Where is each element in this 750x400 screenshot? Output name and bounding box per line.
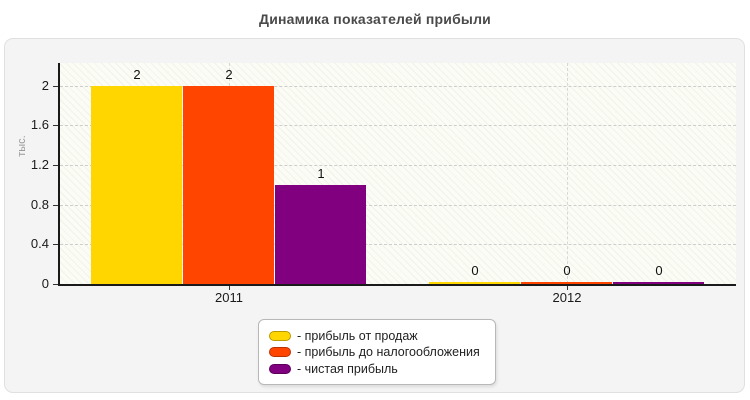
legend-swatch <box>269 363 291 374</box>
gridline-vertical <box>567 63 568 284</box>
x-tick-label: 2012 <box>552 290 582 305</box>
legend-item: - прибыль от продаж <box>269 328 485 343</box>
legend-label: - прибыль до налогообложения <box>297 345 480 359</box>
gridline-horizontal <box>60 204 736 206</box>
y-axis-line <box>58 63 60 286</box>
plot-area: 2 2 1 0 0 0 <box>60 63 736 284</box>
legend-item: - прибыль до налогообложения <box>269 345 485 360</box>
gridline-horizontal <box>60 165 736 167</box>
legend-label: - прибыль от продаж <box>297 328 418 343</box>
x-tick-mark <box>229 286 230 290</box>
y-tick-mark <box>53 85 58 87</box>
bar-value-label: 2 <box>133 67 141 82</box>
chart-panel: тыс. 2 2 1 0 0 0 0 0.4 0.8 1.2 1.6 2 2011 2012 - пр… <box>4 38 745 393</box>
y-tick-mark <box>53 284 58 285</box>
y-axis-title: тыс. <box>16 135 28 157</box>
y-tick-label: 0 <box>41 276 49 291</box>
bar-2011-2 <box>183 86 274 284</box>
bar-2012-2 <box>521 282 612 284</box>
legend-swatch <box>269 347 291 357</box>
bar-2011-3 <box>275 185 366 284</box>
bar-value-label: 1 <box>317 166 325 181</box>
bar-2011-1 <box>91 86 182 284</box>
bar-value-label: 0 <box>563 263 571 278</box>
y-tick-label: 2 <box>41 77 49 93</box>
gridline-horizontal <box>60 125 736 127</box>
bar-2012-3 <box>613 282 704 284</box>
gridline-horizontal <box>60 244 736 246</box>
x-tick-mark <box>567 286 568 290</box>
chart-title: Динамика показателей прибыли <box>259 11 491 27</box>
bar-2012-1 <box>429 282 520 284</box>
gridline-horizontal <box>60 85 736 87</box>
y-tick-label: 1.6 <box>30 117 49 133</box>
bar-value-label: 0 <box>655 263 663 278</box>
y-tick-label: 0.8 <box>30 196 49 212</box>
y-tick-label: 0.4 <box>30 236 49 252</box>
legend-label: - чистая прибыль <box>297 361 398 376</box>
bar-value-label: 2 <box>225 67 233 82</box>
y-tick-mark <box>53 204 58 206</box>
y-tick-mark <box>53 244 58 246</box>
y-tick-label: 1.2 <box>30 157 49 173</box>
legend: - прибыль от продаж - прибыль до налогооб… <box>258 319 496 385</box>
x-tick-label: 2011 <box>215 290 243 305</box>
y-tick-mark <box>53 165 58 167</box>
legend-swatch <box>269 330 291 341</box>
bar-value-label: 0 <box>471 263 479 278</box>
y-tick-mark <box>53 125 58 127</box>
legend-item: - чистая прибыль <box>269 361 485 376</box>
x-axis-line <box>58 284 736 286</box>
